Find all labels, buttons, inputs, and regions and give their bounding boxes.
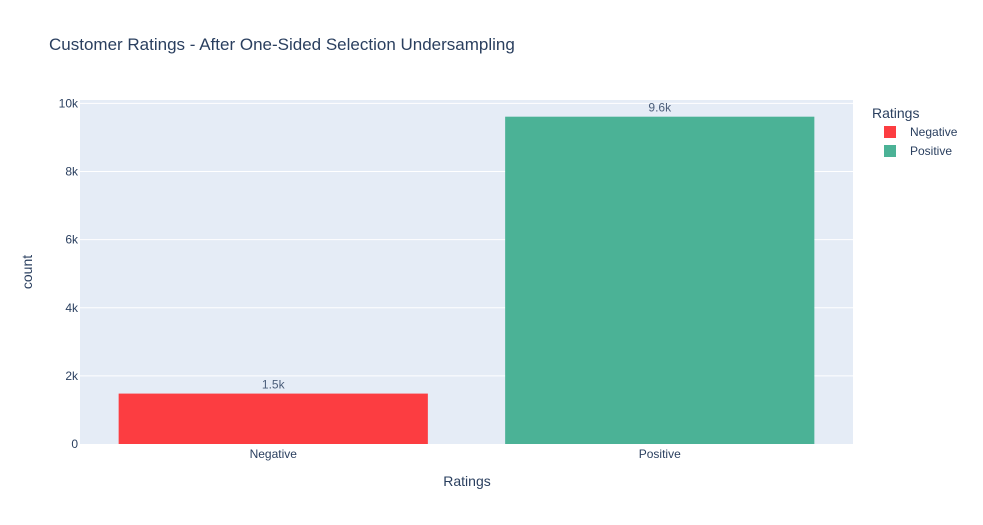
x-tick-label: Positive (639, 447, 681, 461)
x-axis-title: Ratings (443, 473, 490, 489)
y-axis-title: count (19, 255, 35, 289)
y-tick-label: 8k (65, 165, 79, 179)
x-tick-label: Negative (250, 447, 298, 461)
legend: Ratings Negative Positive (872, 105, 958, 158)
legend-title: Ratings (872, 105, 919, 121)
y-axis-ticks: 0 2k 4k 6k 8k 10k (59, 96, 79, 451)
y-tick-label: 2k (65, 369, 79, 383)
legend-label: Negative (910, 125, 958, 139)
x-axis-ticks: Negative Positive (250, 447, 682, 461)
bar-negative (118, 393, 428, 444)
bars: 1.5k 9.6k (118, 101, 815, 444)
bar-data-label: 1.5k (262, 378, 286, 392)
y-tick-label: 6k (65, 233, 79, 247)
y-tick-label: 0 (71, 437, 78, 451)
y-tick-label: 4k (65, 301, 79, 315)
bar-positive (505, 116, 815, 444)
legend-label: Positive (910, 144, 952, 158)
legend-swatch (884, 145, 896, 157)
legend-item-negative[interactable]: Negative (884, 125, 958, 139)
legend-item-positive[interactable]: Positive (884, 144, 952, 158)
chart-title: Customer Ratings - After One-Sided Selec… (49, 35, 515, 54)
legend-swatch (884, 126, 896, 138)
bar-data-label: 9.6k (648, 101, 672, 115)
y-tick-label: 10k (59, 96, 79, 110)
